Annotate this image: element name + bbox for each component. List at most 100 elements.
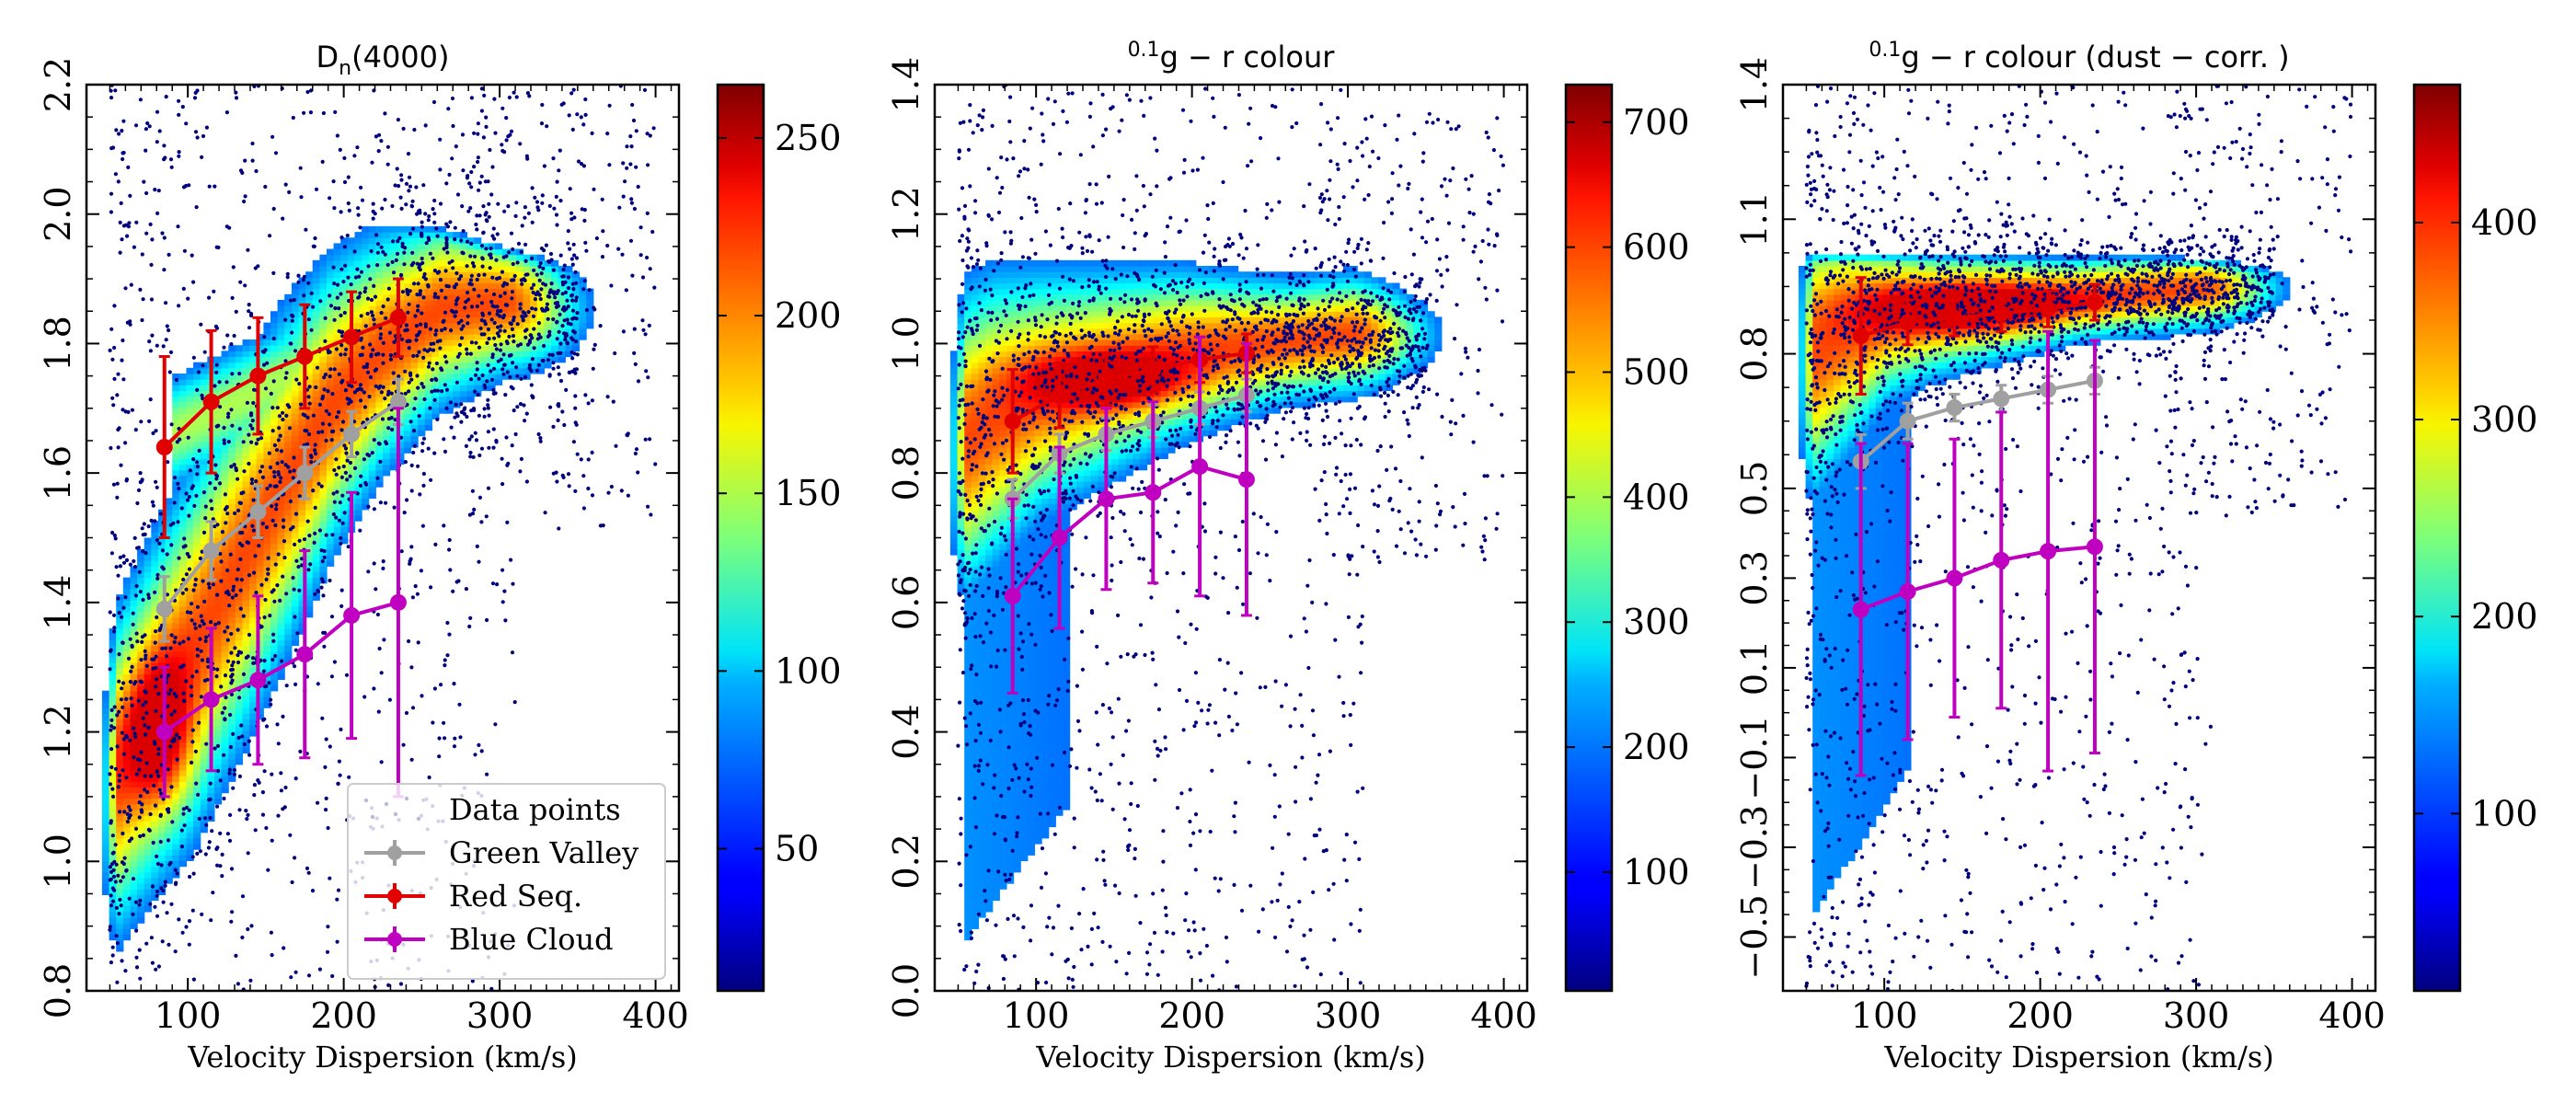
density-cell	[270, 419, 279, 425]
density-cell	[151, 798, 159, 805]
density-cell	[144, 543, 152, 550]
density-cell	[228, 356, 236, 363]
density-cell	[495, 277, 503, 284]
density-cell	[221, 566, 229, 573]
density-cell	[193, 362, 201, 369]
density-cell	[144, 798, 152, 805]
data-point	[164, 301, 168, 305]
density-cell	[249, 401, 258, 408]
density-cell	[178, 401, 187, 408]
density-cell	[362, 345, 370, 351]
data-point	[339, 343, 344, 348]
density-cell	[551, 311, 559, 317]
density-cell	[459, 362, 468, 369]
density-cell	[235, 548, 243, 556]
density-cell	[214, 503, 223, 511]
density-cell	[242, 441, 250, 448]
density-cell	[284, 487, 293, 493]
data-point	[342, 443, 347, 448]
data-point	[253, 828, 258, 833]
density-cell	[312, 401, 320, 408]
data-point	[439, 683, 443, 687]
density-cell	[235, 661, 243, 669]
density-cell	[291, 480, 300, 488]
data-point	[464, 587, 468, 592]
density-cell	[172, 787, 180, 794]
density-cell	[536, 316, 545, 324]
density-cell	[439, 237, 447, 244]
data-point	[109, 728, 113, 732]
density-cell	[207, 611, 215, 618]
density-cell	[137, 684, 145, 692]
density-cell	[144, 905, 152, 913]
density-cell	[263, 441, 271, 448]
density-cell	[418, 305, 426, 312]
density-cell	[144, 849, 152, 856]
density-cell	[178, 622, 187, 629]
density-cell	[375, 453, 384, 459]
density-cell	[235, 719, 243, 726]
density-cell	[424, 339, 432, 346]
density-cell	[235, 690, 243, 697]
density-cell	[291, 503, 300, 511]
density-cell	[459, 345, 468, 351]
density-cell	[178, 730, 187, 737]
data-point	[337, 306, 341, 311]
density-cell	[298, 492, 306, 499]
density-cell	[270, 430, 279, 437]
density-cell	[347, 237, 356, 244]
density-cell	[158, 650, 167, 658]
density-cell	[144, 821, 152, 828]
data-point	[296, 564, 301, 569]
data-point	[270, 504, 274, 509]
density-cell	[453, 385, 461, 392]
data-point	[231, 588, 236, 592]
density-cell	[354, 498, 362, 505]
density-cell	[495, 379, 503, 385]
data-point	[343, 352, 348, 357]
data-point	[409, 757, 414, 762]
data-point	[179, 845, 185, 849]
density-cell	[389, 453, 397, 459]
data-point	[141, 297, 145, 302]
density-cell	[158, 537, 167, 545]
density-cell	[298, 424, 306, 431]
data-point	[473, 431, 477, 435]
data-point	[155, 893, 159, 898]
density-cell	[214, 628, 223, 635]
density-cell	[207, 492, 215, 499]
density-cell	[193, 532, 201, 539]
data-point	[324, 796, 328, 801]
density-cell	[579, 322, 587, 329]
density-cell	[242, 498, 250, 505]
density-cell	[214, 555, 223, 561]
density-cell	[137, 787, 145, 794]
density-cell	[242, 345, 250, 351]
density-cell	[109, 877, 117, 884]
density-cell	[263, 407, 271, 414]
density-cell	[242, 458, 250, 466]
density-cell	[558, 345, 566, 351]
data-point	[114, 934, 119, 938]
density-cell	[130, 764, 138, 771]
data-point	[310, 889, 316, 893]
density-cell	[327, 430, 335, 437]
density-cell	[270, 514, 279, 522]
density-cell	[544, 351, 552, 358]
density-cell	[235, 730, 243, 737]
density-cell	[418, 356, 426, 363]
data-point	[262, 615, 267, 620]
density-cell	[178, 736, 187, 742]
density-cell	[151, 730, 159, 737]
data-point	[386, 286, 391, 291]
data-point	[328, 422, 332, 427]
density-cell	[178, 724, 187, 731]
density-cell	[109, 855, 117, 861]
density-cell	[536, 351, 545, 358]
density-cell	[439, 293, 447, 301]
data-point	[267, 681, 271, 685]
density-cell	[200, 634, 208, 640]
density-cell	[480, 362, 489, 369]
density-cell	[158, 628, 167, 635]
density-cell	[221, 616, 229, 624]
